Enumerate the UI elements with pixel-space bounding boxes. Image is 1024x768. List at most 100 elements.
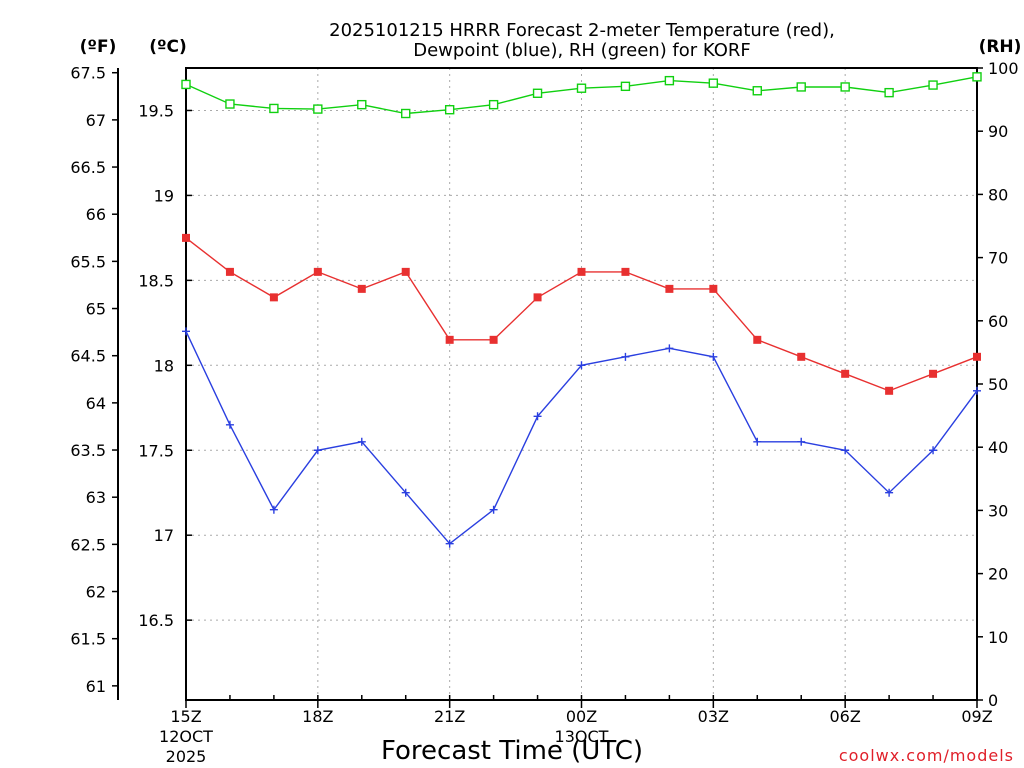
temperature-point (445, 335, 454, 344)
rh-tick-label: 70 (988, 249, 1008, 268)
dewpoint-point (709, 352, 718, 361)
rh-tick-label: 20 (988, 565, 1008, 584)
rh-point (620, 81, 631, 92)
dewpoint-point (753, 437, 762, 446)
temperature-point (357, 284, 366, 293)
x-tick-label: 21Z (434, 707, 465, 726)
rh-tick-label: 100 (988, 59, 1019, 78)
rh-point (181, 79, 191, 90)
rh-unit-label: (RH) (979, 37, 1022, 57)
fahrenheit-tick-label: 67.5 (70, 64, 106, 83)
dewpoint-point (929, 446, 938, 455)
x-tick-label: 09Z (961, 707, 992, 726)
temperature-point (709, 284, 718, 293)
fahrenheit-tick-label: 66 (86, 205, 106, 224)
temperature-point (577, 267, 586, 276)
celsius-tick-label: 16.5 (138, 611, 174, 630)
rh-point (884, 87, 894, 98)
fahrenheit-tick-label: 66.5 (70, 158, 106, 177)
rh-point (488, 99, 499, 110)
temperature-point (665, 284, 674, 293)
fahrenheit-tick-label: 61.5 (70, 630, 106, 649)
rh-point (708, 78, 719, 88)
x-tick-label: 06Z (830, 707, 861, 726)
temperature-point (182, 233, 190, 242)
celsius-tick-label: 19.5 (138, 101, 174, 120)
fahrenheit-tick-label: 67 (86, 111, 106, 130)
rh-tick-label: 50 (988, 375, 1008, 394)
rh-point (752, 86, 762, 96)
rh-point (928, 80, 938, 90)
plot-frame (185, 67, 978, 701)
x-tick-label: 00Z (566, 707, 597, 726)
chart-title-line1: 2025101215 HRRR Forecast 2-meter Tempera… (329, 20, 835, 41)
fahrenheit-tick-label: 62.5 (70, 535, 106, 554)
rh-point (532, 88, 543, 98)
temperature-point (225, 267, 234, 276)
dewpoint-point (225, 420, 234, 429)
x-axis-label: Forecast Time (UTC) (381, 736, 643, 766)
fahrenheit-unit-label: (ºF) (80, 37, 117, 57)
x-tick-label: 03Z (698, 707, 729, 726)
dewpoint-point (182, 327, 190, 336)
temperature-point (797, 352, 806, 361)
chart-title-line2: Dewpoint (blue), RH (green) for KORF (413, 40, 751, 61)
rh-point (269, 103, 279, 114)
x-tick-year-label: 2025 (166, 747, 207, 766)
rh-point (796, 82, 806, 92)
dewpoint-point (885, 488, 894, 497)
x-tick-label: 15Z (170, 707, 201, 726)
fahrenheit-tick-label: 63.5 (70, 441, 106, 460)
rh-point (972, 72, 982, 82)
celsius-unit-label: (ºC) (149, 37, 187, 57)
celsius-tick-label: 17.5 (138, 441, 174, 460)
dewpoint-point (357, 437, 366, 446)
rh-point (664, 75, 675, 86)
axis-ticks: 16.5 17 17.5 18 18.5 19 19.5 61 61.5 62 62.5 63 63.5… (70, 59, 1018, 766)
data-series (181, 72, 982, 548)
dewpoint-point (621, 352, 630, 361)
dewpoint-point (269, 505, 278, 514)
rh-point (444, 105, 455, 115)
dewpoint-point (489, 505, 498, 514)
dewpoint-point (841, 446, 850, 455)
rh-line (185, 76, 978, 115)
dewpoint-point (313, 446, 322, 455)
dewpoint-point (797, 437, 806, 446)
rh-point (401, 108, 411, 119)
celsius-tick-label: 19 (154, 186, 174, 205)
rh-tick-label: 80 (988, 185, 1008, 204)
temperature-point (885, 386, 894, 395)
rh-point (357, 99, 367, 110)
temperature-point (621, 267, 630, 276)
fahrenheit-tick-label: 64 (86, 394, 106, 413)
temperature-point (269, 293, 278, 302)
temperature-point (929, 369, 938, 378)
temperature-point (973, 352, 981, 361)
rh-tick-label: 90 (988, 122, 1008, 141)
dewpoint-point (973, 386, 981, 395)
axes (117, 67, 978, 701)
watermark-text: coolwx.com/models (839, 746, 1014, 765)
celsius-tick-label: 18.5 (138, 271, 174, 290)
rh-point (840, 82, 850, 92)
celsius-tick-label: 18 (154, 356, 174, 375)
temperature-point (533, 293, 542, 302)
temperature-point (753, 335, 762, 344)
rh-tick-label: 60 (988, 312, 1008, 331)
temperature-point (313, 267, 322, 276)
rh-tick-label: 10 (988, 628, 1008, 647)
temperature-point (841, 369, 850, 378)
dewpoint-point (577, 361, 586, 370)
dewpoint-point (533, 412, 542, 421)
dewpoint-point (401, 488, 410, 497)
fahrenheit-tick-label: 61 (86, 677, 106, 696)
fahrenheit-tick-label: 65 (86, 300, 106, 319)
rh-tick-label: 40 (988, 438, 1008, 457)
dewpoint-point (445, 539, 454, 548)
fahrenheit-tick-label: 64.5 (70, 347, 106, 366)
rh-tick-label: 0 (988, 691, 998, 710)
rh-point (576, 83, 587, 93)
x-tick-date-label: 12OCT (159, 727, 213, 746)
